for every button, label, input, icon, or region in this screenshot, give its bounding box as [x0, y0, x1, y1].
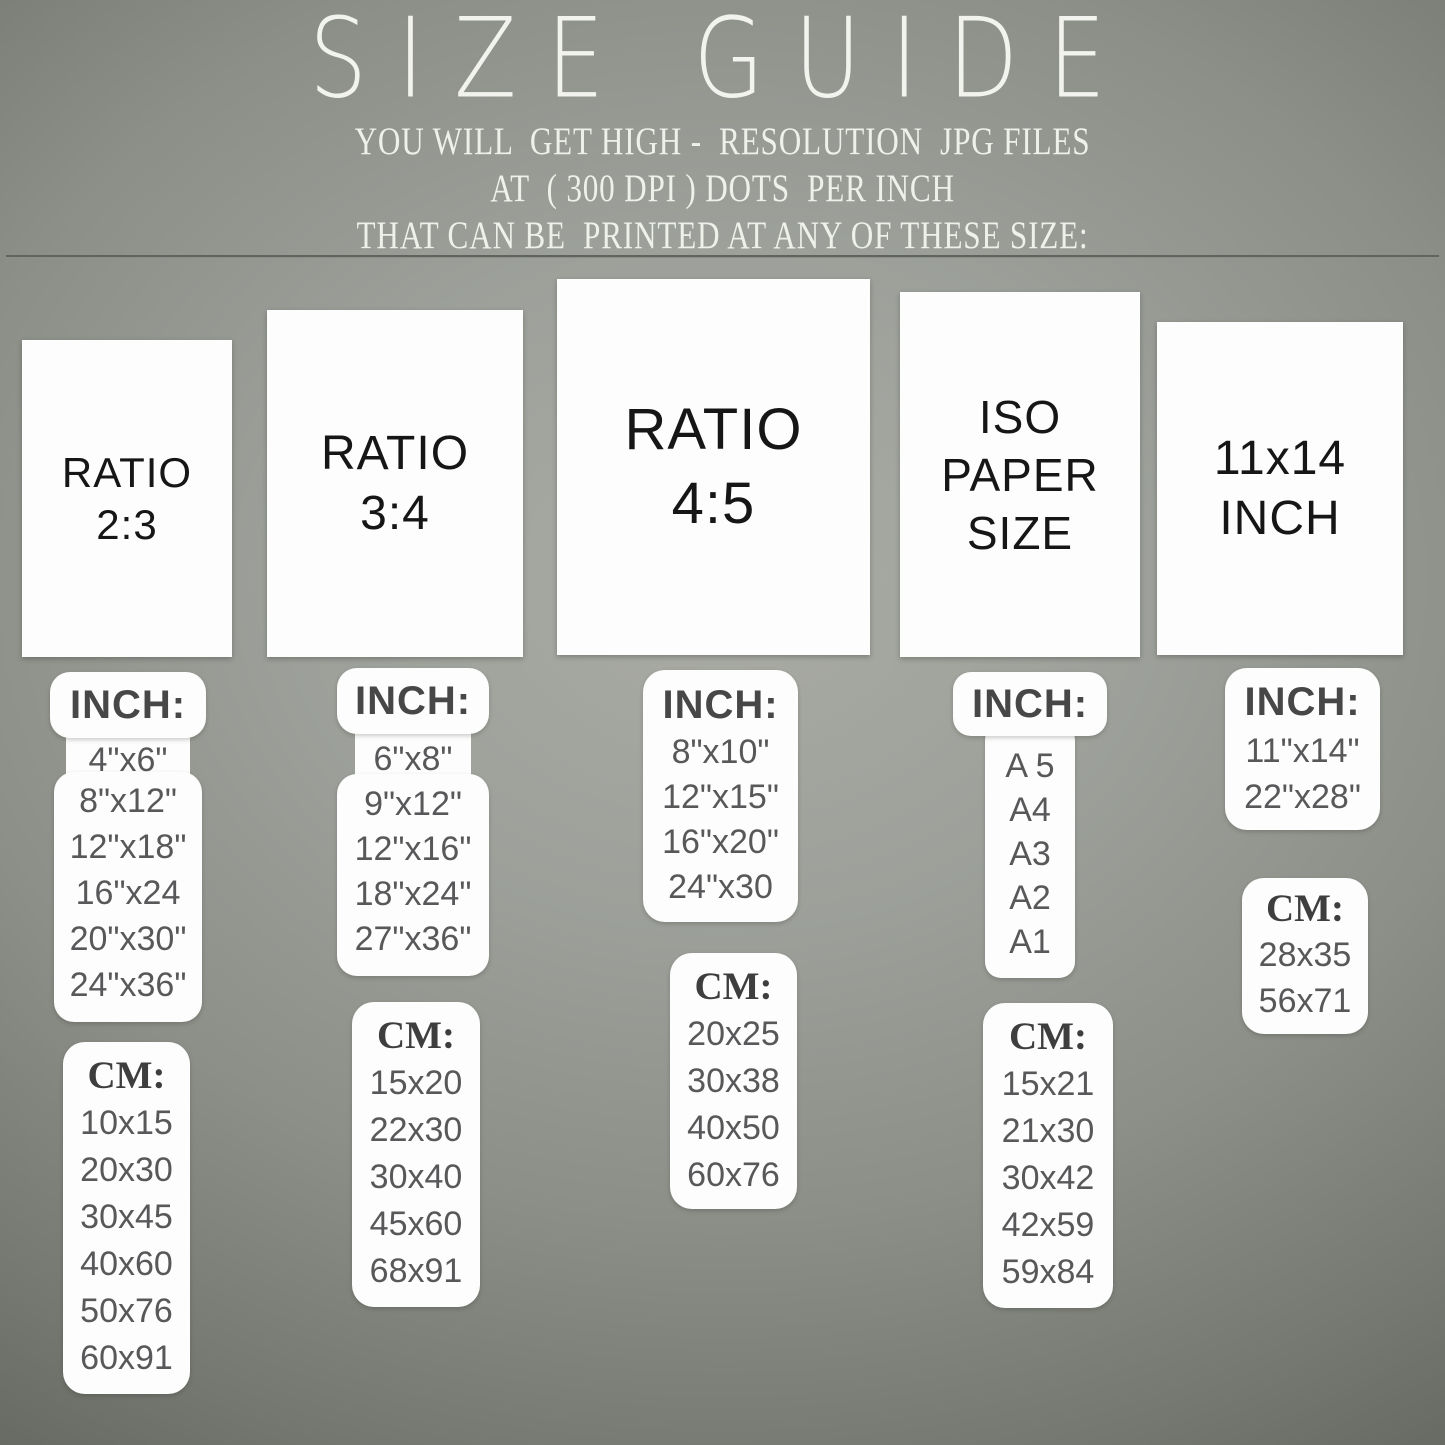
cm-size-tag-ratio-2-3: CM: 10x15 20x30 30x45 40x60 50x76 60x91: [63, 1042, 190, 1394]
inch-label: INCH:: [1244, 680, 1361, 724]
cm-size: 22x30: [369, 1111, 463, 1149]
subtitle-line-3: THAT CAN BE PRINTED AT ANY OF THESE SIZE…: [356, 214, 1089, 257]
paper-label-line: SIZE: [966, 506, 1074, 559]
inch-size: A1: [1009, 923, 1051, 961]
inch-tag-body: A 5 A4 A3 A2 A1: [985, 724, 1075, 978]
subtitle-line-2: AT ( 300 DPI ) DOTS PER INCH: [490, 167, 955, 210]
paper-label-line: 3:4: [360, 486, 430, 540]
inch-tag-header: INCH:: [953, 672, 1107, 736]
page-title: SIZE GUIDE: [309, 0, 1136, 123]
inch-size: 9"x12": [364, 785, 462, 823]
cm-size: 68x91: [369, 1252, 463, 1290]
paper-label-line: ISO: [978, 390, 1062, 443]
inch-size: 22"x28": [1244, 778, 1361, 816]
paper-label-line: 2:3: [96, 500, 158, 548]
cm-size: 40x50: [687, 1109, 780, 1147]
inch-tag-header: INCH:: [50, 672, 206, 738]
cm-size: 56x71: [1258, 982, 1352, 1020]
inch-label: INCH:: [971, 681, 1089, 726]
cm-size: 30x38: [687, 1062, 780, 1100]
cm-size: 10x15: [80, 1104, 173, 1142]
subtitle-block: YOU WILL GET HIGH - RESOLUTION JPG FILES…: [145, 118, 1301, 259]
header: SIZE GUIDE YOU WILL GET HIGH - RESOLUTIO…: [0, 0, 1445, 259]
inch-size: 11"x14": [1245, 732, 1360, 770]
inch-size: 20"x30": [69, 920, 187, 958]
cm-size: 30x40: [369, 1158, 463, 1196]
cm-label: CM:: [1009, 1015, 1087, 1058]
paper-label-line: 4:5: [671, 471, 756, 536]
inch-size: 24"x30: [668, 868, 773, 906]
inch-size-tag-ratio-4-5: INCH: 8"x10" 12"x15" 16"x20" 24"x30: [643, 670, 798, 922]
inch-size: 12"x16": [354, 830, 472, 868]
paper-label-line: RATIO: [624, 397, 803, 462]
paper-label: 11x14 INCH: [1214, 429, 1346, 549]
paper-label: RATIO 2:3: [62, 447, 192, 551]
cm-size: 60x76: [687, 1156, 780, 1194]
inch-size: 16"x24: [75, 874, 181, 912]
paper-label: ISO PAPER SIZE: [941, 388, 1099, 562]
inch-size: 8"x12": [79, 782, 177, 820]
cm-size: 59x84: [1001, 1253, 1095, 1291]
paper-label: RATIO 3:4: [321, 424, 469, 544]
cm-size: 60x91: [80, 1339, 173, 1377]
paper-preview-iso: ISO PAPER SIZE: [900, 292, 1140, 657]
cm-size: 30x45: [80, 1198, 173, 1236]
cm-size-tag-ratio-3-4: CM: 15x20 22x30 30x40 45x60 68x91: [352, 1002, 480, 1307]
cm-label: CM:: [694, 965, 773, 1008]
paper-preview-ratio-2-3: RATIO 2:3: [22, 340, 232, 657]
cm-size: 42x59: [1001, 1206, 1095, 1244]
inch-size: A 5: [1005, 747, 1055, 785]
cm-size-tag-ratio-4-5: CM: 20x25 30x38 40x50 60x76: [670, 953, 797, 1209]
inch-size: 8"x10": [671, 733, 770, 771]
paper-label-line: RATIO: [61, 448, 193, 496]
cm-size: 20x30: [80, 1151, 173, 1189]
cm-size: 40x60: [80, 1245, 173, 1283]
inch-label: INCH:: [662, 683, 779, 727]
inch-tag-body: 8"x12" 12"x18" 16"x24 20"x30" 24"x36": [54, 772, 202, 1022]
inch-size: 16"x20": [662, 823, 779, 861]
inch-size: 24"x36": [69, 966, 187, 1004]
cm-label: CM:: [377, 1014, 455, 1057]
paper-label-line: INCH: [1219, 491, 1341, 545]
paper-preview-11x14: 11x14 INCH: [1157, 322, 1403, 655]
paper-label-line: 11x14: [1213, 431, 1347, 485]
inch-size: 18"x24": [354, 875, 472, 913]
inch-size: A4: [1009, 791, 1051, 829]
divider-line: [6, 255, 1439, 258]
cm-size: 20x25: [687, 1015, 780, 1053]
inch-size: 12"x18": [69, 828, 187, 866]
paper-label-line: PAPER: [941, 448, 1099, 501]
cm-size: 50x76: [80, 1292, 173, 1330]
cm-size-tag-11x14: CM: 28x35 56x71: [1242, 878, 1368, 1034]
inch-size-tag-11x14: INCH: 11"x14" 22"x28": [1225, 668, 1380, 830]
inch-size: 6"x8": [373, 740, 453, 778]
cm-size: 28x35: [1258, 936, 1352, 974]
paper-label-line: RATIO: [320, 426, 470, 480]
inch-tag-body: 9"x12" 12"x16" 18"x24" 27"x36": [337, 774, 489, 976]
cm-size: 15x20: [369, 1064, 463, 1102]
inch-size: 4"x6": [88, 741, 168, 779]
paper-preview-ratio-4-5: RATIO 4:5: [557, 279, 870, 655]
inch-tag-header: INCH:: [337, 668, 489, 734]
inch-label: INCH:: [354, 678, 472, 723]
cm-size-tag-iso: CM: 15x21 21x30 30x42 42x59 59x84: [983, 1003, 1113, 1308]
inch-size: A2: [1009, 879, 1051, 917]
cm-size: 30x42: [1001, 1159, 1095, 1197]
cm-size: 21x30: [1001, 1112, 1095, 1150]
inch-size: A3: [1009, 835, 1051, 873]
paper-label: RATIO 4:5: [625, 393, 803, 541]
cm-size: 15x21: [1001, 1065, 1095, 1103]
paper-preview-ratio-3-4: RATIO 3:4: [267, 310, 523, 657]
inch-size: 12"x15": [662, 778, 779, 816]
cm-label: CM:: [1266, 887, 1344, 930]
subtitle-line-1: YOU WILL GET HIGH - RESOLUTION JPG FILES: [354, 120, 1091, 163]
inch-label: INCH:: [69, 682, 187, 727]
inch-size: 27"x36": [354, 920, 472, 958]
cm-label: CM:: [87, 1054, 166, 1097]
cm-size: 45x60: [369, 1205, 463, 1243]
